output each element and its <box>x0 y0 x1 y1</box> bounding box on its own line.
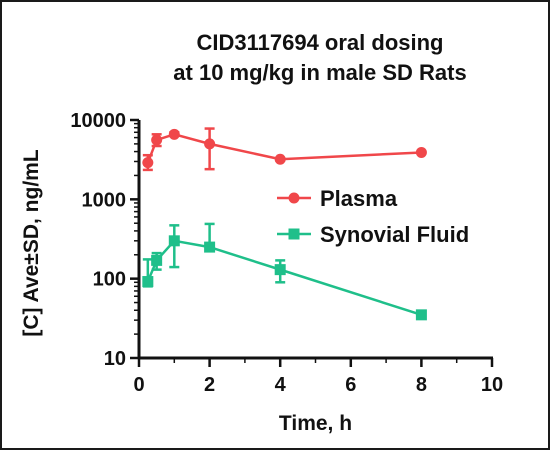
data-point <box>415 146 427 158</box>
legend-label: Plasma <box>320 186 398 211</box>
y-tick-label: 10000 <box>70 110 126 132</box>
data-point <box>274 264 286 276</box>
series-synovial-fluid <box>142 222 427 321</box>
y-axis-label: [C] Ave±SD, ng/mL <box>20 149 43 336</box>
x-tick-label: 0 <box>133 374 144 396</box>
series-line <box>146 239 422 317</box>
legend-item: Synovial Fluid <box>277 222 469 247</box>
legend-marker <box>288 228 300 240</box>
x-axis-label: Time, h <box>279 412 352 435</box>
x-tick-label: 10 <box>481 374 503 396</box>
x-tick-label: 8 <box>416 374 427 396</box>
data-point <box>168 235 180 247</box>
data-point <box>151 254 163 266</box>
data-point <box>151 134 163 146</box>
data-point <box>204 241 216 253</box>
x-tick-label: 4 <box>275 374 287 396</box>
data-point <box>204 138 216 150</box>
data-point <box>142 276 154 288</box>
y-tick-label: 1000 <box>82 189 127 211</box>
legend-marker <box>288 192 300 204</box>
x-tick-label: 2 <box>204 374 215 396</box>
data-point <box>142 157 154 169</box>
y-tick-label: 10 <box>104 348 126 370</box>
data-point <box>168 128 180 140</box>
x-tick-label: 6 <box>345 374 356 396</box>
legend-label: Synovial Fluid <box>320 222 469 247</box>
y-tick-label: 100 <box>93 269 126 291</box>
chart-title-line: at 10 mg/kg in male SD Rats <box>173 60 466 85</box>
chart-title-line: CID3117694 oral dosing <box>197 30 444 55</box>
data-point <box>274 153 286 165</box>
legend-item: Plasma <box>277 186 398 211</box>
data-point <box>415 309 427 321</box>
series-plasma <box>142 127 427 172</box>
